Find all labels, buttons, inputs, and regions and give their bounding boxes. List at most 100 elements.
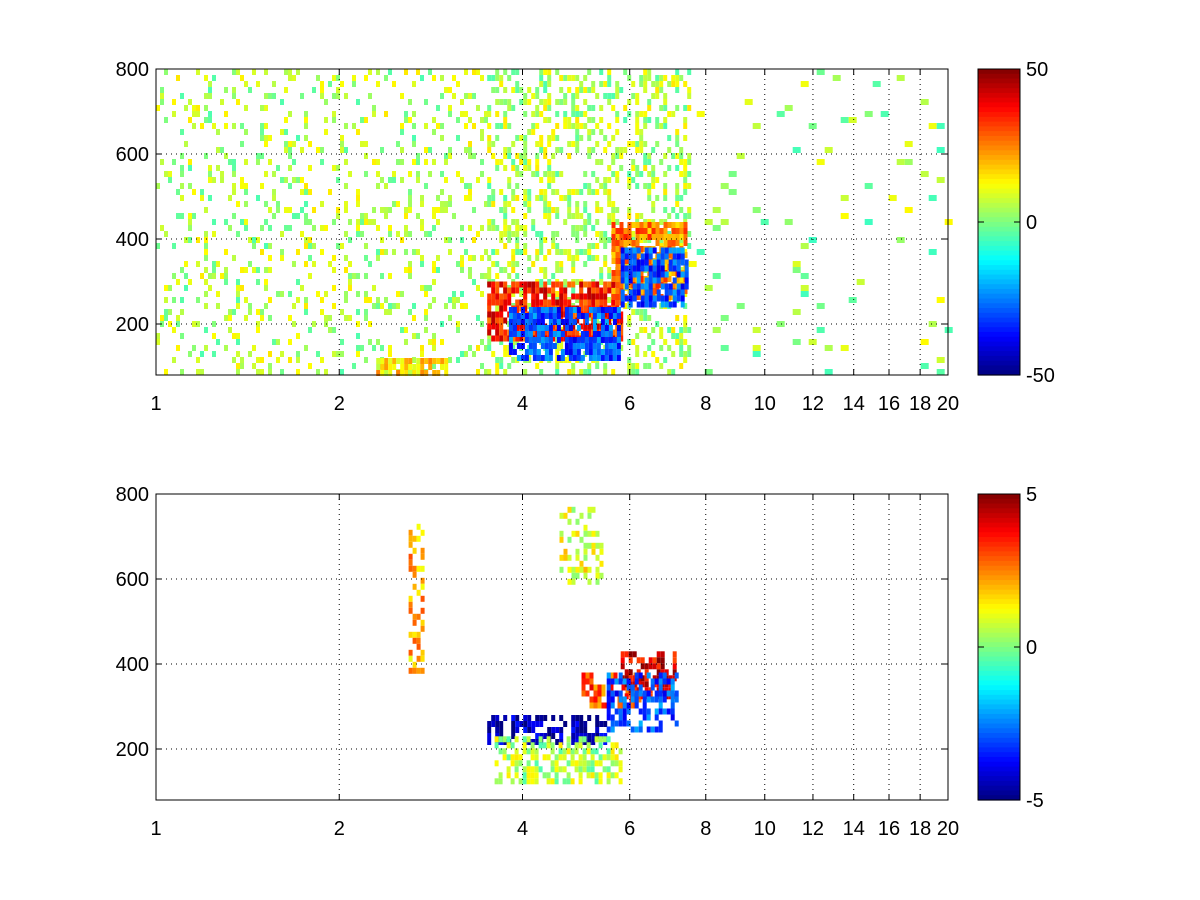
heatmap-cell <box>507 287 512 294</box>
heatmap-cell <box>636 271 641 278</box>
heatmap-cell <box>523 249 528 255</box>
heatmap-cell <box>618 760 623 767</box>
heatmap-cell <box>180 333 184 339</box>
heatmap-cell <box>388 370 393 376</box>
heatmap-cell <box>176 279 180 285</box>
heatmap-cell <box>392 249 396 255</box>
heatmap-cell <box>658 702 663 709</box>
heatmap-cell <box>340 81 344 87</box>
heatmap-cell <box>472 255 476 261</box>
heatmap-cell <box>578 760 583 767</box>
heatmap-cell <box>332 165 336 171</box>
heatmap-cell <box>523 299 528 306</box>
heatmap-cell <box>720 219 729 225</box>
heatmap-cell <box>368 219 372 225</box>
heatmap-cell <box>392 358 397 364</box>
heatmap-cell <box>575 572 580 579</box>
heatmap-cell <box>180 183 184 189</box>
heatmap-cell <box>632 295 637 302</box>
heatmap-cell <box>404 249 408 255</box>
colorbar-swatch <box>978 116 1020 123</box>
heatmap-cell <box>679 363 684 369</box>
heatmap-cell <box>452 291 456 297</box>
heatmap-cell <box>591 255 596 261</box>
heatmap-cell <box>520 355 525 361</box>
heatmap-cell <box>656 657 661 664</box>
heatmap-cell <box>547 287 552 294</box>
heatmap-cell <box>256 309 260 315</box>
heatmap-cell <box>928 249 937 255</box>
heatmap-cell <box>531 225 536 231</box>
heatmap-cell <box>495 721 500 727</box>
heatmap-cell <box>491 261 496 267</box>
heatmap-cell <box>736 153 745 159</box>
heatmap-cell <box>220 273 224 279</box>
heatmap-cell <box>499 357 504 363</box>
heatmap-cell <box>559 299 564 306</box>
heatmap-cell <box>499 99 504 105</box>
heatmap-cell <box>648 265 653 272</box>
heatmap-cell <box>872 81 881 87</box>
heatmap-cell <box>527 189 532 195</box>
heatmap-cell <box>523 721 528 727</box>
heatmap-cell <box>670 690 675 697</box>
heatmap-cell <box>536 307 541 313</box>
heatmap-cell <box>587 739 592 745</box>
heatmap-cell <box>516 319 521 325</box>
colorbar-swatch <box>978 126 1020 132</box>
heatmap-cell <box>416 565 421 572</box>
heatmap-cell <box>558 754 563 761</box>
colorbar-swatch <box>978 212 1020 218</box>
heatmap-cell <box>515 715 520 721</box>
heatmap-cell <box>531 123 536 129</box>
heatmap-cell <box>264 243 268 249</box>
heatmap-cell <box>720 183 729 189</box>
heatmap-cell <box>684 283 689 290</box>
heatmap-cell <box>664 289 669 296</box>
heatmap-cell <box>571 111 576 117</box>
heatmap-cell <box>635 228 640 234</box>
heatmap-cell <box>583 369 588 375</box>
heatmap-cell <box>663 264 668 270</box>
heatmap-cell <box>583 530 588 537</box>
heatmap-cell <box>651 228 656 234</box>
heatmap-cell <box>607 69 612 75</box>
heatmap-cell <box>792 339 801 345</box>
heatmap-cell <box>651 177 656 183</box>
heatmap-cell <box>420 358 425 364</box>
heatmap-cell <box>563 117 568 123</box>
heatmap-cell <box>643 81 648 87</box>
heatmap-cell <box>639 276 644 282</box>
heatmap-cell <box>615 228 620 234</box>
heatmap-cell <box>364 297 368 303</box>
heatmap-cell <box>634 678 639 685</box>
heatmap-cell <box>656 265 661 272</box>
heatmap-cell <box>619 329 624 336</box>
heatmap-cell <box>589 702 594 709</box>
heatmap-cell <box>920 99 929 105</box>
heatmap-cell <box>172 111 176 117</box>
heatmap-cell <box>620 657 625 664</box>
heatmap-cell <box>683 351 688 357</box>
heatmap-cell <box>638 720 643 727</box>
heatmap-cell <box>567 75 572 81</box>
heatmap-cell <box>499 299 504 306</box>
heatmap-cell <box>536 319 541 325</box>
heatmap-cell <box>288 75 292 81</box>
heatmap-cell <box>635 171 640 177</box>
heatmap-cell <box>404 213 408 219</box>
heatmap-cell <box>535 281 540 288</box>
heatmap-cell <box>228 195 232 201</box>
heatmap-cell <box>156 105 160 111</box>
heatmap-cell <box>644 295 649 302</box>
heatmap-cell <box>672 669 677 676</box>
heatmap-cell <box>412 547 417 554</box>
heatmap-cell <box>344 207 348 213</box>
heatmap-cell <box>292 177 296 183</box>
heatmap-cell <box>212 273 216 279</box>
heatmap-cell <box>603 189 608 195</box>
heatmap-cell <box>555 111 560 117</box>
heatmap-cell <box>523 195 528 201</box>
heatmap-cell <box>547 213 552 219</box>
heatmap-cell <box>344 297 348 303</box>
